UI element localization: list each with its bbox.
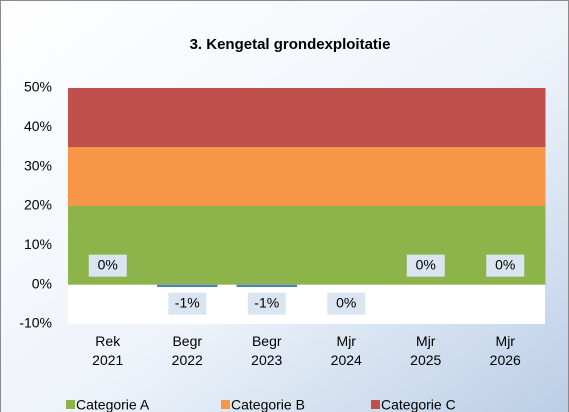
legend-swatch: [221, 400, 230, 409]
area-segment: [306, 206, 387, 285]
bar: [236, 284, 297, 288]
area-segment: [227, 147, 307, 206]
data-label: 0%: [495, 256, 515, 272]
legend-label: Categorie A: [76, 397, 150, 412]
y-tick-label: 10%: [24, 236, 52, 252]
x-tick-label-line: 2026: [490, 352, 521, 368]
legend-swatch: [66, 400, 75, 409]
area-segment: [68, 88, 148, 147]
x-tick-label: Mjr 2024: [331, 333, 362, 368]
area-segment: [147, 206, 228, 285]
data-label-box: [406, 254, 445, 277]
x-tick-label-line: 2024: [331, 352, 362, 368]
x-tick-label-line: 2022: [172, 352, 203, 368]
area-segment: [306, 147, 387, 206]
data-label-box: [327, 292, 366, 315]
area-segment: [465, 88, 546, 147]
legend-label: Categorie C: [381, 397, 456, 412]
y-tick-label: 40%: [24, 118, 52, 134]
bar: [157, 284, 218, 288]
data-label-box: [88, 254, 127, 277]
data-label: 0%: [416, 256, 436, 272]
data-label-box: [168, 292, 207, 315]
area-segment: [306, 88, 387, 147]
y-tick-label: 20%: [24, 197, 52, 213]
chart-title: 3. Kengetal grondexploitatie: [190, 36, 391, 53]
x-tick-label-line: 2023: [251, 352, 282, 368]
area-segment: [386, 88, 466, 147]
y-tick-label: 0%: [32, 275, 52, 291]
x-tick-label-line: Rek: [95, 333, 121, 349]
data-label: 0%: [98, 256, 118, 272]
data-label-box: [486, 254, 525, 277]
x-tick-label: Rek 2021: [92, 333, 123, 368]
y-tick-label: 30%: [24, 157, 52, 173]
area-segment: [227, 88, 307, 147]
x-tick-label: Mjr 2025: [410, 333, 441, 368]
data-label: -1%: [175, 294, 200, 310]
legend-swatch: [371, 400, 380, 409]
x-tick-label: Begr 2023: [251, 333, 282, 368]
x-tick-label: Mjr 2026: [490, 333, 521, 368]
area-segment: [147, 88, 228, 147]
x-tick-label-line: Mjr: [416, 333, 436, 349]
y-tick-label: -10%: [19, 315, 52, 331]
x-tick-label-line: Mjr: [337, 333, 357, 349]
area-segment: [227, 206, 307, 285]
area-segment: [386, 147, 466, 206]
legend-label: Categorie B: [231, 397, 305, 412]
area-segment: [147, 147, 228, 206]
x-tick-label-line: 2021: [92, 352, 123, 368]
area-segment: [68, 147, 148, 206]
x-tick-label-line: Begr: [252, 333, 282, 349]
y-tick-label: 50%: [24, 79, 52, 95]
data-label: 0%: [336, 294, 356, 310]
x-tick-label-line: Mjr: [496, 333, 516, 349]
x-tick-label-line: Begr: [172, 333, 202, 349]
data-label: -1%: [254, 294, 279, 310]
data-label-box: [247, 292, 286, 315]
x-tick-label: Begr 2022: [172, 333, 203, 368]
area-segment: [465, 147, 546, 206]
x-tick-label-line: 2025: [410, 352, 441, 368]
